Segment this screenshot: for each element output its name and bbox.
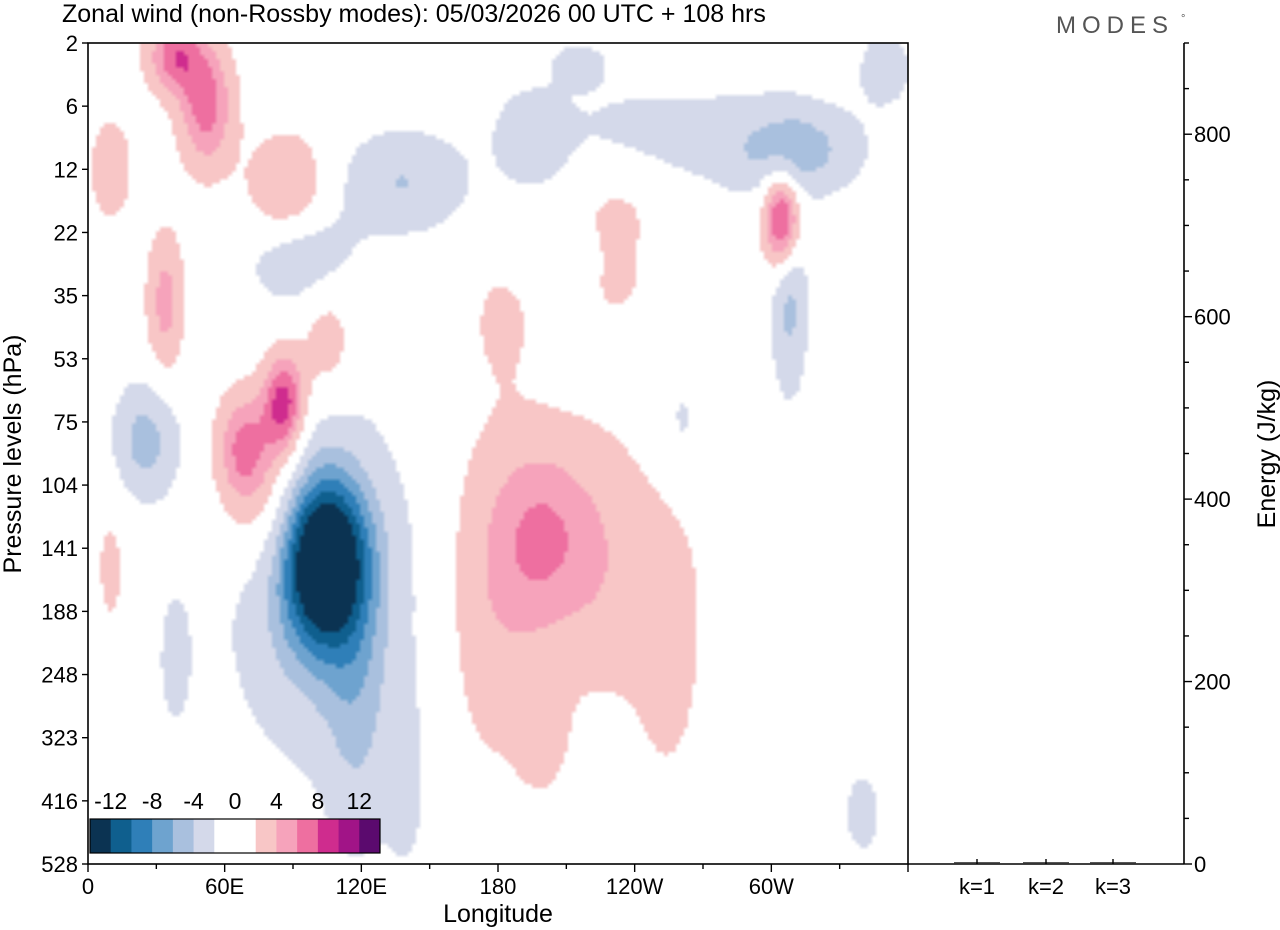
colorbar-swatch (90, 819, 112, 853)
colorbar-swatch (172, 819, 195, 853)
colorbar-swatch (235, 819, 257, 853)
pressure-tick-label: 528 (41, 852, 78, 877)
longitude-axis-ticks: 0 60E 120E 180 120W 60W (82, 864, 909, 899)
colorbar-label: 8 (311, 788, 324, 814)
colorbar-swatch (193, 819, 215, 853)
pressure-tick-label: 141 (41, 536, 78, 561)
pressure-tick-label: 323 (41, 726, 78, 751)
energy-tick-label: 800 (1194, 122, 1231, 147)
energy-axis-title: Energy (J/kg) (1253, 380, 1280, 529)
pressure-tick-label: 248 (41, 663, 78, 688)
pressure-tick-label: 12 (54, 157, 78, 182)
bar-category-label: k=1 (959, 874, 995, 899)
colorbar-label: 0 (229, 788, 242, 814)
energy-tick-label: 600 (1194, 305, 1231, 330)
energy-tick-label: 0 (1194, 852, 1206, 877)
pressure-tick-label: 188 (41, 599, 78, 624)
pressure-tick-label: 22 (54, 220, 78, 245)
energy-axis-ticks: 0 200 400 600 800 (1184, 42, 1231, 877)
longitude-tick-label: 0 (82, 874, 94, 899)
colorbar-swatch (214, 819, 236, 853)
bar-category-label: k=3 (1095, 874, 1131, 899)
colorbar-swatch (338, 819, 360, 853)
pressure-tick-label: 35 (54, 284, 78, 309)
colorbar-swatch (131, 819, 153, 853)
colorbar-label: -12 (94, 788, 127, 814)
longitude-tick-label: 180 (480, 874, 517, 899)
pressure-tick-label: 75 (54, 410, 78, 435)
pressure-tick-label: 2 (66, 31, 78, 56)
contour-heatmap-image (88, 43, 908, 864)
colorbar-swatch (297, 819, 319, 853)
brand-logo: MODES (1056, 12, 1174, 39)
colorbar-label: 12 (346, 788, 372, 814)
contour-heatmap (88, 43, 908, 864)
colorbar-swatch (152, 819, 174, 853)
colorbar-swatch (359, 819, 381, 853)
bar-category-label: k=2 (1028, 874, 1064, 899)
colorbar-labels: -12 -8 -4 0 4 8 12 (94, 788, 372, 814)
brand-logo-mark: ° (1181, 13, 1185, 25)
pressure-axis-ticks: 2 6 12 22 35 53 75 104 141 188 248 323 416 528 (41, 31, 88, 877)
x-axis-title: Longitude (443, 900, 553, 928)
colorbar-label: -8 (142, 788, 162, 814)
pressure-tick-label: 53 (54, 347, 78, 372)
longitude-tick-label: 120W (606, 874, 664, 899)
longitude-tick-label: 60W (749, 874, 794, 899)
colorbar-swatch (255, 819, 277, 853)
energy-tick-label: 200 (1194, 670, 1231, 695)
y-axis-title: Pressure levels (hPa) (0, 335, 27, 574)
pressure-tick-label: 6 (66, 94, 78, 119)
longitude-tick-label: 60E (205, 874, 244, 899)
longitude-tick-label: 120E (336, 874, 387, 899)
colorbar-swatch (317, 819, 340, 853)
colorbar (89, 818, 381, 854)
pressure-tick-label: 416 (41, 789, 78, 814)
energy-tick-label: 400 (1194, 487, 1231, 512)
energy-bars: k=1 k=2 k=3 (954, 859, 1136, 899)
chart-title: Zonal wind (non-Rossby modes): 05/03/202… (62, 0, 766, 28)
colorbar-swatch (110, 819, 132, 853)
colorbar-frame (89, 818, 381, 854)
colorbar-label: -4 (183, 788, 204, 814)
pressure-tick-label: 104 (41, 473, 78, 498)
colorbar-label: 4 (270, 788, 283, 814)
colorbar-swatch (276, 819, 298, 853)
